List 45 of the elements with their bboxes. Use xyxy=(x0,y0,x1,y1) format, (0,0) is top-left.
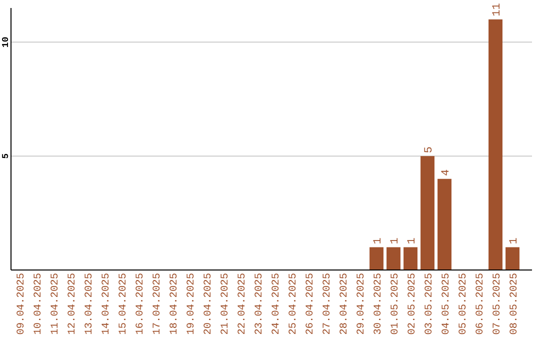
x-tick-label: 29.04.2025 xyxy=(356,273,368,335)
x-tick-label: 08.05.2025 xyxy=(508,273,520,335)
bar xyxy=(506,247,520,270)
x-tick-label: 17.04.2025 xyxy=(152,273,164,335)
x-tick-label: 24.04.2025 xyxy=(270,273,282,335)
x-tick-label: 04.05.2025 xyxy=(440,273,452,335)
x-tick-label: 30.04.2025 xyxy=(372,273,384,335)
x-tick-label: 10.04.2025 xyxy=(32,273,44,335)
x-tick-label: 25.04.2025 xyxy=(288,273,300,335)
bar xyxy=(438,178,452,270)
data-label: 1 xyxy=(508,237,520,244)
bar xyxy=(404,247,418,270)
bar xyxy=(420,156,434,270)
x-tick-label: 19.04.2025 xyxy=(186,273,198,335)
x-tick-label: 09.04.2025 xyxy=(16,273,28,335)
data-label: 1 xyxy=(390,237,402,244)
x-tick-label: 05.05.2025 xyxy=(458,273,470,335)
x-tick-label: 26.04.2025 xyxy=(304,273,316,335)
data-label: 1 xyxy=(372,237,384,244)
x-tick-label: 20.04.2025 xyxy=(202,273,214,335)
x-tick-label: 18.04.2025 xyxy=(168,273,180,335)
x-tick-label: 02.05.2025 xyxy=(406,273,418,335)
data-label: 1 xyxy=(406,237,418,244)
x-tick-label: 16.04.2025 xyxy=(134,273,146,335)
bar xyxy=(488,19,502,270)
x-tick-label: 28.04.2025 xyxy=(338,273,350,335)
x-tick-label: 01.05.2025 xyxy=(390,273,402,335)
x-tick-label: 13.04.2025 xyxy=(84,273,96,335)
data-label: 11 xyxy=(492,2,504,16)
data-label: 4 xyxy=(440,168,452,176)
x-tick-label: 27.04.2025 xyxy=(322,273,334,335)
bar xyxy=(370,247,384,270)
y-tick-label: 10 xyxy=(1,36,11,48)
x-tick-label: 06.05.2025 xyxy=(474,273,486,335)
x-tick-label: 07.05.2025 xyxy=(492,273,504,335)
x-tick-label: 12.04.2025 xyxy=(66,273,78,335)
x-tick-label: 22.04.2025 xyxy=(236,273,248,335)
x-tick-label: 14.04.2025 xyxy=(100,273,112,335)
bar xyxy=(386,247,400,270)
x-tick-label: 15.04.2025 xyxy=(118,273,130,335)
x-tick-label: 23.04.2025 xyxy=(254,273,266,335)
data-label: 5 xyxy=(424,146,436,154)
x-tick-label: 21.04.2025 xyxy=(220,273,232,335)
x-tick-label: 11.04.2025 xyxy=(50,273,62,335)
x-tick-label: 03.05.2025 xyxy=(424,273,436,335)
